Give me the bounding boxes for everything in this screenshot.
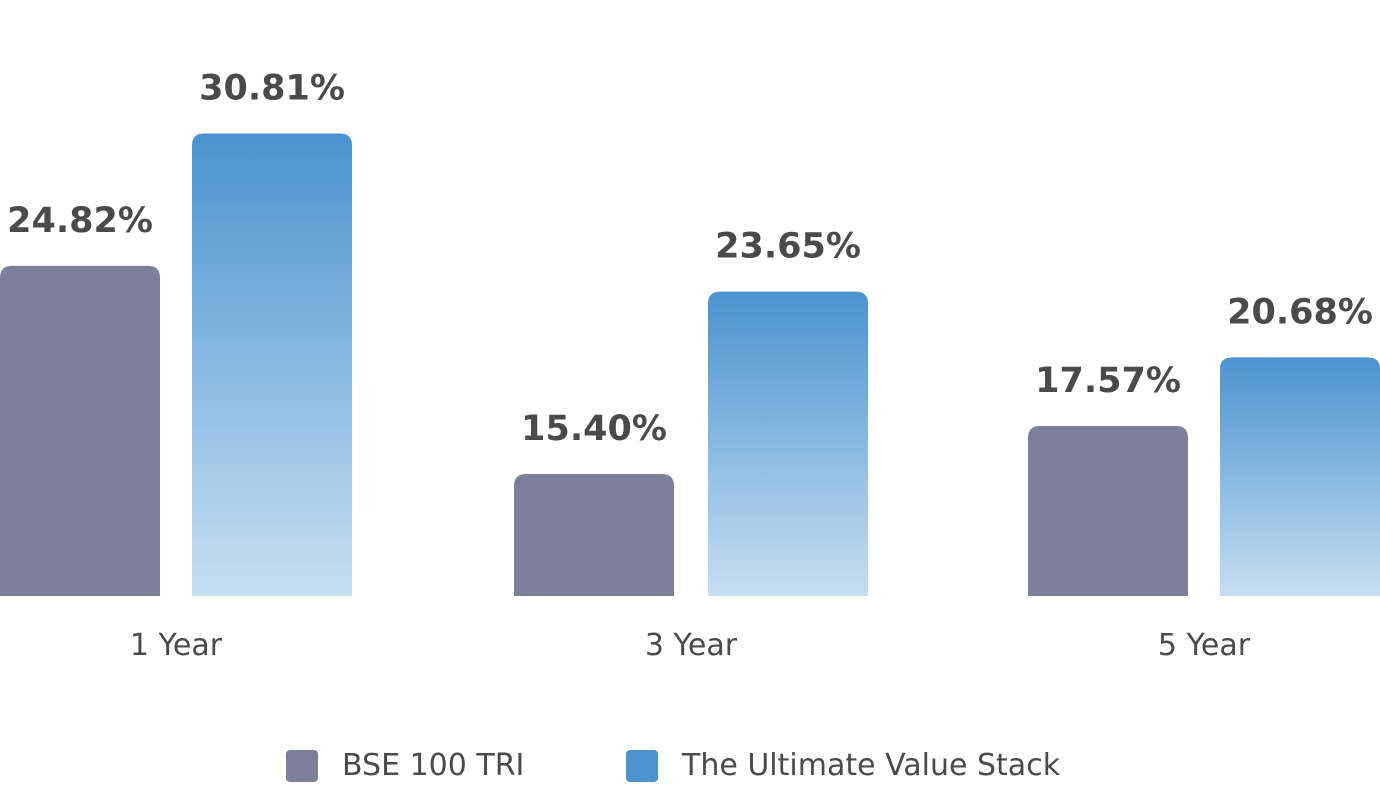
bar-bse-1-year xyxy=(0,265,160,596)
data-label: 20.68% xyxy=(1227,292,1373,332)
data-label: 24.82% xyxy=(7,201,153,241)
legend-item-uvs: The Ultimate Value Stack xyxy=(626,748,1060,783)
data-label: 30.81% xyxy=(199,68,345,108)
bar-bse-5-year xyxy=(1028,426,1188,596)
data-label: 15.40% xyxy=(521,409,667,449)
category-label: 5 Year xyxy=(1158,628,1251,663)
data-label: 17.57% xyxy=(1035,361,1181,401)
legend-swatch-uvs xyxy=(626,749,658,782)
bar-uvs-5-year xyxy=(1220,357,1380,596)
bar-uvs-1-year xyxy=(192,133,352,596)
data-label: 23.65% xyxy=(715,227,861,267)
legend-swatch-bse xyxy=(286,749,318,782)
legend: BSE 100 TRI The Ultimate Value Stack xyxy=(0,748,1380,788)
bar-bse-3-year xyxy=(514,474,674,596)
legend-label: BSE 100 TRI xyxy=(342,748,525,783)
legend-label: The Ultimate Value Stack xyxy=(682,748,1061,783)
bar-chart: 24.82% 30.81% 1 Year 15.40% 23.65% 3 Year 17.5… xyxy=(0,68,1380,663)
category-label: 3 Year xyxy=(645,628,738,663)
category-label: 1 Year xyxy=(130,628,223,663)
bar-uvs-3-year xyxy=(708,291,868,596)
legend-item-bse: BSE 100 TRI xyxy=(286,748,524,783)
